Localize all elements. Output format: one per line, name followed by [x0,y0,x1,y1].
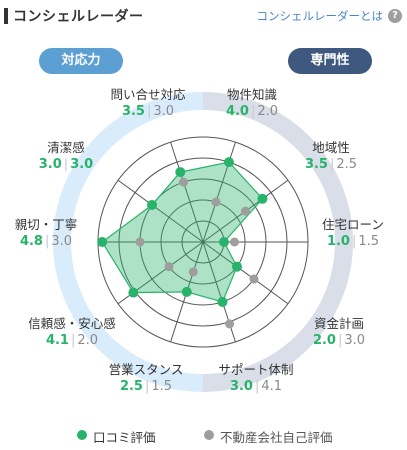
secondary-point [230,237,239,247]
secondary-score: 2.0 [77,333,99,348]
radar-chart [53,92,353,392]
axis-name: 親切・丁寧 [14,217,78,232]
primary-score: 4.1 [45,333,69,348]
legend-primary-label: 口コミ評価 [93,430,156,445]
primary-point [128,287,139,298]
axis-values: 3.5 | 3.0 [88,103,208,121]
axis-label: 営業スタンス 2.5 | 1.5 [86,362,206,396]
left-category-ring [53,92,203,392]
score-separator: | [254,379,260,394]
secondary-point [179,177,189,187]
primary-point [217,296,228,307]
primary-point [219,237,229,247]
score-separator: | [329,157,335,172]
axis-label: サポート体制 3.0 | 4.1 [196,362,316,396]
question-circle-icon[interactable]: ? [388,9,402,23]
score-separator: | [351,234,357,249]
axis-values: 4.8 | 3.0 [0,233,106,251]
score-separator: | [250,104,256,119]
secondary-point [135,237,145,247]
header-accent-bar [4,8,8,24]
axis-label: 物件知識 4.0 | 2.0 [192,87,312,121]
chart-legend: 口コミ評価 不動産会社自己評価 [0,425,407,445]
axis-name: 資金計画 [313,316,364,331]
axis-values: 2.0 | 3.0 [279,332,399,350]
right-category-ring [203,92,353,392]
axis-values: 1.0 | 1.5 [293,233,407,251]
secondary-score: 3.0 [70,157,94,172]
axis-label: 信頼感・安心感 4.1 | 2.0 [12,316,132,350]
axis-name: 清潔感 [47,140,85,155]
score-separator: | [146,104,152,119]
axis-values: 3.0 | 3.0 [6,156,126,174]
primary-point [175,167,186,178]
secondary-point [225,319,235,329]
axis-label: 地域性 3.5 | 2.5 [271,140,391,174]
primary-score: 1.0 [326,234,350,249]
radar-spokes [98,141,308,343]
primary-score: 2.5 [119,379,143,394]
secondary-score: 3.0 [51,234,73,249]
primary-score: 4.0 [225,104,249,119]
primary-series-points [97,157,268,307]
primary-point [97,237,108,247]
secondary-point [249,274,259,284]
score-separator: | [337,333,343,348]
secondary-point [188,267,198,277]
radar-header: コンシェルレーダー コンシェルレーダーとは ? [0,0,407,32]
primary-score: 3.5 [121,104,145,119]
primary-score: 4.8 [19,234,43,249]
score-separator: | [63,157,69,172]
primary-score: 3.5 [304,157,328,172]
axis-values: 3.5 | 2.5 [271,156,391,174]
legend-secondary-label: 不動産会社自己評価 [220,430,333,445]
primary-point [257,193,268,204]
secondary-point [211,197,221,207]
primary-score: 3.0 [229,379,253,394]
secondary-score: 2.5 [336,157,358,172]
axis-name: 問い合せ対応 [110,87,186,102]
axis-label: 問い合せ対応 3.5 | 3.0 [88,87,208,121]
secondary-score: 3.0 [344,333,366,348]
grid-spoke [117,179,204,243]
section-title: コンシェルレーダー [13,9,144,25]
axis-name: 物件知識 [226,87,277,102]
primary-point [223,157,234,168]
secondary-score: 3.0 [153,104,175,119]
axis-name: 地域性 [312,140,350,155]
score-separator: | [44,234,50,249]
axis-name: サポート体制 [218,362,294,377]
secondary-legend-dot [204,430,214,440]
about-radar-link[interactable]: コンシェルレーダーとは [256,9,384,23]
secondary-score: 1.5 [151,379,173,394]
primary-legend-dot [77,430,87,440]
score-separator: | [144,379,150,394]
secondary-point [240,206,250,216]
score-separator: | [70,333,76,348]
primary-score: 2.0 [312,333,336,348]
grid-spoke [170,141,204,243]
secondary-score: 4.1 [261,379,283,394]
axis-label: 資金計画 2.0 | 3.0 [279,316,399,350]
tab-expertise[interactable]: 専門性 [288,48,372,74]
axis-values: 2.5 | 1.5 [86,378,206,396]
primary-point [231,261,242,272]
secondary-score: 1.5 [358,234,380,249]
axis-label: 親切・丁寧 4.8 | 3.0 [0,217,106,251]
secondary-score: 2.0 [257,104,279,119]
axis-name: 営業スタンス [108,362,184,377]
axis-label: 清潔感 3.0 | 3.0 [6,140,126,174]
axis-name: 住宅ローン [322,217,384,232]
secondary-point [164,262,174,272]
axis-values: 4.0 | 2.0 [192,103,312,121]
tab-responsiveness[interactable]: 対応力 [39,48,123,74]
grid-spoke [202,241,289,305]
axis-label: 住宅ローン 1.0 | 1.5 [293,217,407,251]
axis-values: 4.1 | 2.0 [12,332,132,350]
axis-values: 3.0 | 4.1 [196,378,316,396]
primary-point [147,199,158,210]
axis-name: 信頼感・安心感 [28,316,116,331]
primary-score: 3.0 [38,157,62,172]
primary-point [181,286,192,297]
